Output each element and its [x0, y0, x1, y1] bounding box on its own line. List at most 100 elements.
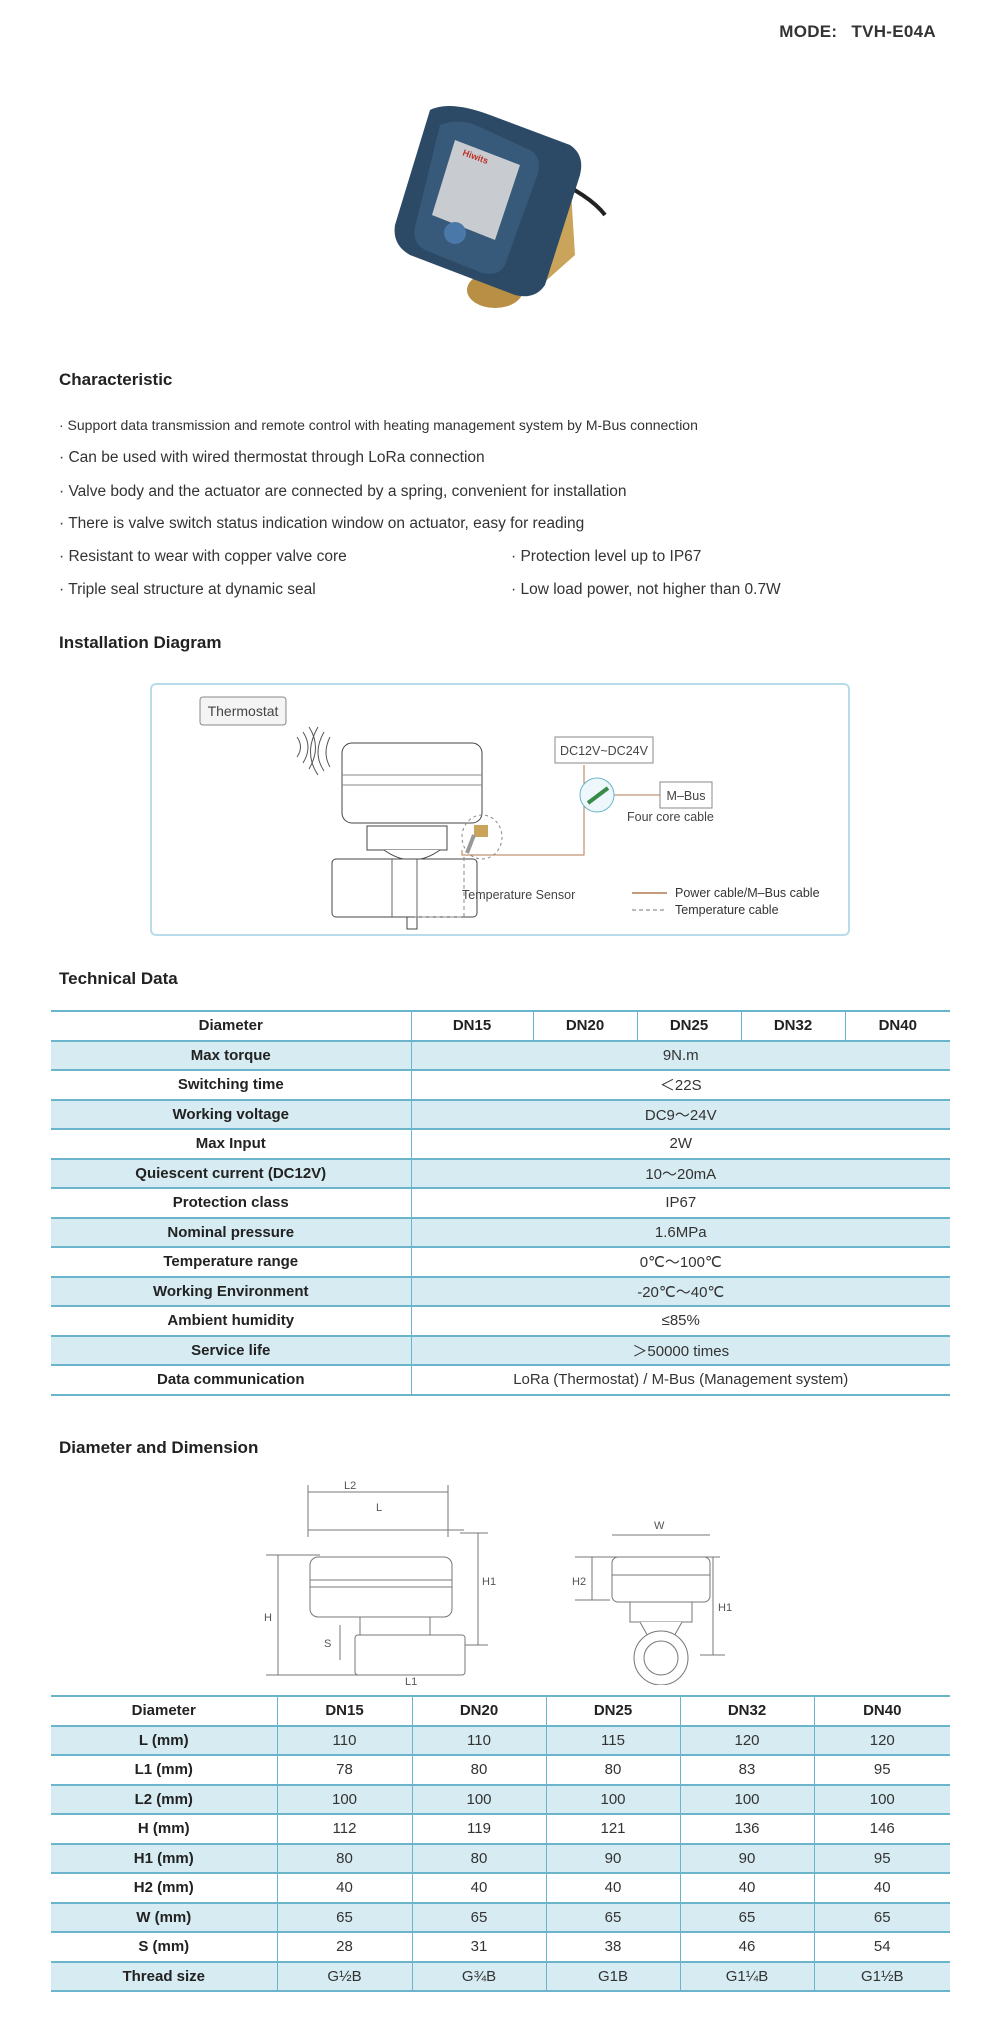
dim-label-h2: H2 [572, 1576, 586, 1588]
row-value: 2W [410, 1128, 950, 1160]
row-value: G1½B [813, 1960, 950, 1992]
row-value: 54 [813, 1931, 950, 1963]
cable-icon [586, 786, 610, 805]
row-value: ＜22S [410, 1069, 950, 1101]
row-value: -20℃～40℃ [410, 1275, 950, 1307]
row-value: 100 [411, 1783, 546, 1815]
table-header-row: Diameter DN15 DN20 DN25 DN32 DN40 [51, 1010, 950, 1042]
header-cell: DN20 [411, 1695, 546, 1727]
row-value: 112 [276, 1813, 412, 1845]
table-row: S (mm) 28 31 38 46 54 [51, 1931, 950, 1963]
installation-diagram: Thermostat DC12V~DC24V M–Bus Four core c… [150, 683, 850, 936]
row-value: 136 [679, 1813, 814, 1845]
table-row: H2 (mm) 40 40 40 40 40 [51, 1872, 950, 1904]
row-value: 100 [545, 1783, 680, 1815]
mbus-label: M–Bus [667, 789, 706, 803]
dim-label-l: L [376, 1502, 382, 1514]
header-cell: DN40 [844, 1010, 950, 1042]
row-value: 40 [276, 1872, 412, 1904]
dimension-table: Diameter DN15 DN20 DN25 DN32 DN40 L (mm)… [51, 1695, 950, 1992]
row-value: 100 [679, 1783, 814, 1815]
row-label: H (mm) [51, 1813, 277, 1845]
row-value: G¾B [411, 1960, 546, 1992]
section-title-characteristic: Characteristic [59, 370, 173, 389]
row-value: 80 [411, 1754, 546, 1786]
row-label: Max Input [51, 1128, 411, 1160]
header-cell: DN40 [813, 1695, 950, 1727]
characteristic-item: · There is valve switch status indicatio… [59, 515, 585, 532]
row-value: G1¼B [679, 1960, 814, 1992]
row-value: G1B [545, 1960, 680, 1992]
row-value: 110 [276, 1724, 412, 1756]
table-row: Quiescent current (DC12V) 10～20mA [51, 1157, 950, 1189]
header-cell: Diameter [51, 1695, 277, 1727]
row-value: 80 [411, 1842, 546, 1874]
dim-label-l1: L1 [405, 1676, 417, 1685]
legend-power-label: Power cable/M–Bus cable [675, 886, 820, 900]
row-label: Max torque [51, 1039, 411, 1071]
header-cell: Diameter [51, 1010, 411, 1042]
dim-label-h: H [264, 1612, 272, 1624]
table-header-row: Diameter DN15 DN20 DN25 DN32 DN40 [51, 1695, 950, 1727]
table-row: Data communication LoRa (Thermostat) / M-… [51, 1364, 950, 1396]
row-label: L (mm) [51, 1724, 277, 1756]
header-cell: DN20 [532, 1010, 637, 1042]
row-label: H2 (mm) [51, 1872, 277, 1904]
characteristic-item: · Low load power, not higher than 0.7W [511, 581, 781, 598]
table-row: Max torque 9N.m [51, 1039, 950, 1071]
row-value: ＞50000 times [410, 1334, 950, 1366]
row-value: ≤85% [410, 1305, 950, 1337]
row-label: Protection class [51, 1187, 411, 1219]
table-row: Protection class IP67 [51, 1187, 950, 1219]
legend-temperature-label: Temperature cable [675, 903, 779, 917]
table-row: Switching time ＜22S [51, 1069, 950, 1101]
row-value: 65 [411, 1901, 546, 1933]
row-value: 65 [813, 1901, 950, 1933]
model-label: MODE: TVH-E04A [779, 22, 936, 42]
four-core-cable-label: Four core cable [627, 810, 714, 824]
row-label: Ambient humidity [51, 1305, 411, 1337]
row-label: L1 (mm) [51, 1754, 277, 1786]
characteristic-item: · Can be used with wired thermostat thro… [59, 449, 485, 466]
row-value: 38 [545, 1931, 680, 1963]
table-row: Working voltage DC9～24V [51, 1098, 950, 1130]
dim-label-w: W [654, 1520, 665, 1532]
table-row: H1 (mm) 80 80 90 90 95 [51, 1842, 950, 1874]
row-value: 121 [545, 1813, 680, 1845]
row-value: 10～20mA [410, 1157, 950, 1189]
dim-label-h1-side: H1 [718, 1602, 732, 1614]
table-row: Max Input 2W [51, 1128, 950, 1160]
row-label: H1 (mm) [51, 1842, 277, 1874]
table-row: Working Environment -20℃～40℃ [51, 1275, 950, 1307]
table-row: W (mm) 65 65 65 65 65 [51, 1901, 950, 1933]
wireless-signal-icon [296, 726, 316, 770]
row-value: 78 [276, 1754, 412, 1786]
characteristic-item: · Support data transmission and remote c… [59, 417, 698, 433]
dim-label-h1: H1 [482, 1576, 496, 1588]
dim-label-l2: L2 [344, 1480, 356, 1492]
table-row: Thread size G½B G¾B G1B G1¼B G1½B [51, 1960, 950, 1992]
row-value: 95 [813, 1842, 950, 1874]
row-value: 40 [545, 1872, 680, 1904]
characteristic-item: · Triple seal structure at dynamic seal [59, 581, 316, 598]
header-cell: DN25 [545, 1695, 680, 1727]
row-value: 9N.m [410, 1039, 950, 1071]
row-value: 31 [411, 1931, 546, 1963]
section-title-technical: Technical Data [59, 969, 178, 988]
table-row: Temperature range 0℃～100℃ [51, 1246, 950, 1278]
row-value: 40 [411, 1872, 546, 1904]
characteristic-item: · Resistant to wear with copper valve co… [59, 548, 347, 565]
row-value: 80 [276, 1842, 412, 1874]
row-label: L2 (mm) [51, 1783, 277, 1815]
row-label: Working voltage [51, 1098, 411, 1130]
header-cell: DN32 [679, 1695, 814, 1727]
row-value: LoRa (Thermostat) / M-Bus (Management sy… [410, 1364, 950, 1396]
row-value: 90 [679, 1842, 814, 1874]
dim-label-s: S [324, 1638, 331, 1650]
row-value: 1.6MPa [410, 1216, 950, 1248]
temperature-sensor-icon [474, 825, 488, 837]
mode-label: MODE: [779, 22, 838, 41]
header-cell: DN32 [740, 1010, 845, 1042]
header-cell: DN25 [636, 1010, 741, 1042]
header-cell: DN15 [276, 1695, 412, 1727]
